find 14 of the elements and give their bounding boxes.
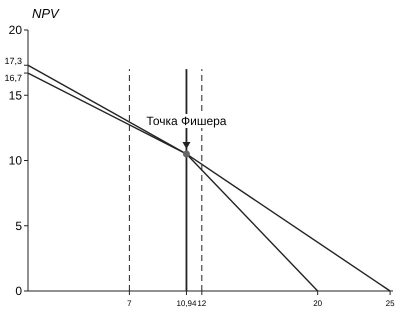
y-tick-label: 5: [15, 218, 22, 233]
x-tick-label: 20: [313, 299, 323, 308]
x-tick-label: 12: [197, 299, 207, 308]
x-tick-label: 10,94: [176, 299, 198, 308]
y-tick-label: 16,7: [4, 73, 22, 84]
y-tick-label: 20: [8, 23, 22, 37]
annotation: Точка Фишера: [146, 114, 227, 128]
y-tick-label: 10: [8, 154, 22, 168]
x-tick-label: 25: [386, 299, 396, 308]
x-tick-label: 7: [127, 299, 132, 308]
y-tick-label: 17,3: [4, 56, 22, 66]
y-tick-label: 0: [15, 284, 22, 298]
y-tick-label: 15: [8, 88, 22, 102]
y-axis-title: NPV: [32, 6, 60, 21]
